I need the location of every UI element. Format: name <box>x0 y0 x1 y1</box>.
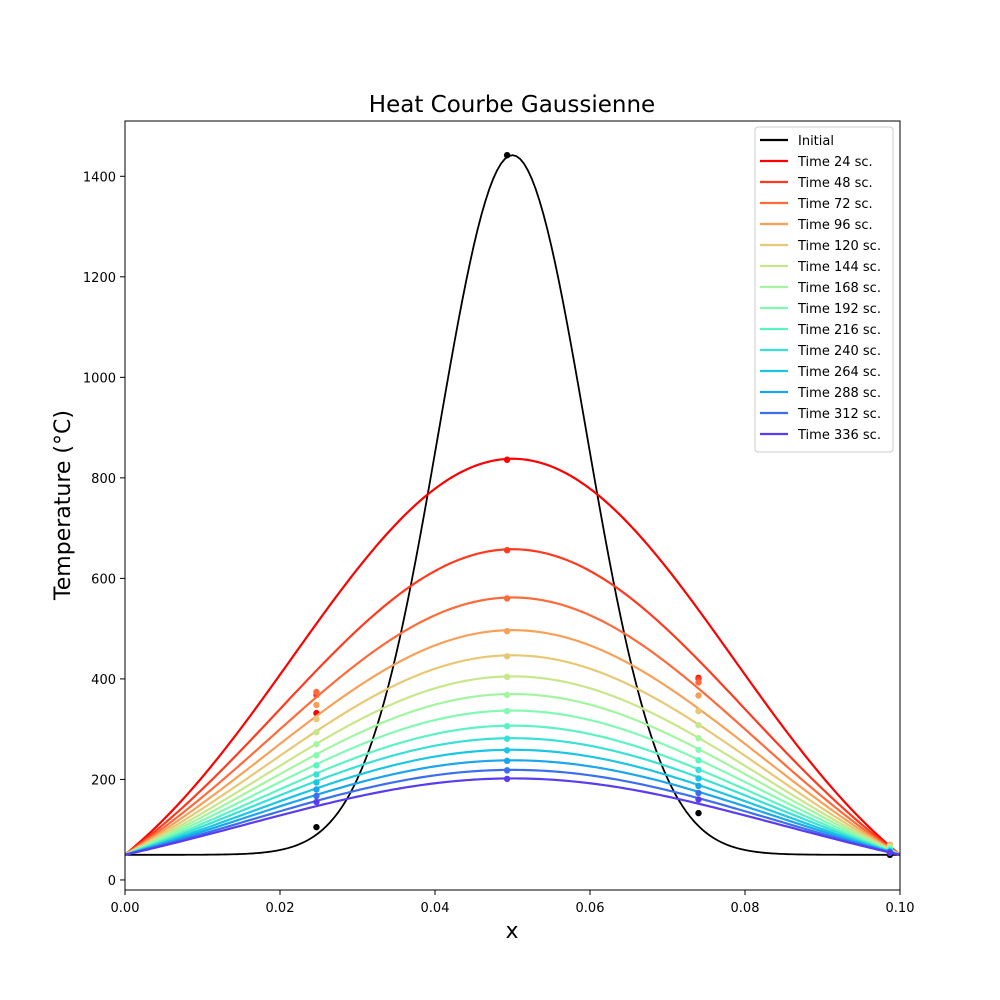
x-tick-label: 0.02 <box>266 901 295 916</box>
data-point <box>503 735 511 742</box>
y-tick-label: 0 <box>108 874 116 889</box>
data-point <box>503 627 511 635</box>
data-point <box>503 456 511 463</box>
axes: 0.00 0.02 0.04 0.06 0.08 0.10 0 200 400 600 800 100… <box>83 120 915 916</box>
data-point <box>313 762 320 769</box>
legend-label: Time 72 sc. <box>797 197 873 212</box>
y-tick-label: 800 <box>91 472 116 487</box>
x-axis-label: x <box>505 919 518 944</box>
series-line-5 <box>125 654 900 856</box>
data-point <box>313 779 320 786</box>
series-line-11 <box>125 748 900 856</box>
y-tick-label: 1400 <box>83 170 116 185</box>
y-tick-label: 200 <box>91 773 116 788</box>
x-tick-label: 0.08 <box>731 901 760 916</box>
legend-label: Time 120 sc. <box>797 239 881 254</box>
data-point <box>695 692 702 699</box>
series-line-9 <box>125 724 900 856</box>
series-line-8 <box>125 709 900 856</box>
data-point <box>503 757 511 765</box>
data-point <box>695 775 702 782</box>
data-point <box>695 721 702 729</box>
series-line-1 <box>125 457 900 856</box>
series-line-13 <box>125 768 900 856</box>
series-line-10 <box>125 737 900 856</box>
legend-label: Time 24 sc. <box>797 155 873 170</box>
legend-label: Time 240 sc. <box>797 344 881 359</box>
y-tick-label: 600 <box>91 572 116 587</box>
data-point <box>503 691 511 699</box>
axes-frame <box>124 120 901 891</box>
data-point <box>695 707 702 715</box>
y-tick-label: 400 <box>91 673 116 688</box>
series-line-4 <box>125 629 900 856</box>
data-point <box>313 798 320 806</box>
y-tick-label: 1000 <box>83 371 116 386</box>
data-point <box>313 741 320 748</box>
legend-label: Time 144 sc. <box>797 260 881 275</box>
data-point <box>313 701 320 709</box>
legend-label: Time 288 sc. <box>797 386 881 401</box>
data-point <box>313 771 320 778</box>
data-point <box>503 747 511 754</box>
data-point <box>503 151 511 159</box>
data-point <box>313 792 320 800</box>
data-point <box>313 823 320 831</box>
data-point <box>695 757 702 764</box>
x-tick-label: 0.04 <box>421 901 450 916</box>
data-point <box>313 715 320 723</box>
legend-label: Time 264 sc. <box>797 365 881 380</box>
legend-label: Initial <box>798 134 834 149</box>
data-point <box>695 735 702 742</box>
legend-box <box>754 126 894 453</box>
series-lines <box>125 151 900 859</box>
series-line-0 <box>125 154 900 856</box>
data-point <box>313 688 320 696</box>
data-point <box>886 849 894 857</box>
y-tick-label: 1200 <box>83 271 116 286</box>
legend-label: Time 96 sc. <box>797 218 873 233</box>
legend-label: Time 216 sc. <box>797 323 881 338</box>
series-line-2 <box>125 548 900 856</box>
x-tick-label: 0.10 <box>886 901 915 916</box>
data-point <box>503 653 511 660</box>
data-point <box>695 809 702 817</box>
legend: Initial Time 24 sc. Time 48 sc. Time 72 sc.… <box>754 126 894 453</box>
data-point <box>695 679 702 686</box>
legend-label: Time 168 sc. <box>797 281 881 296</box>
data-point <box>503 547 511 554</box>
data-point <box>313 728 320 736</box>
data-point <box>695 796 702 803</box>
series-line-12 <box>125 759 900 856</box>
data-point <box>503 767 511 774</box>
series-line-3 <box>125 596 900 856</box>
data-point <box>503 722 511 730</box>
data-point <box>313 752 320 759</box>
data-point <box>695 789 702 797</box>
legend-label: Time 48 sc. <box>797 176 873 191</box>
data-point <box>503 775 511 783</box>
legend-label: Time 192 sc. <box>797 302 881 317</box>
legend-label: Time 336 sc. <box>797 428 881 443</box>
chart-title: Heat Courbe Gaussienne <box>369 92 655 118</box>
series-line-7 <box>125 692 900 856</box>
data-point <box>503 707 511 715</box>
data-point <box>695 782 702 790</box>
data-point <box>695 746 702 753</box>
data-point <box>503 673 511 681</box>
x-tick-label: 0.00 <box>111 901 140 916</box>
x-tick-label: 0.06 <box>576 901 605 916</box>
data-point <box>695 766 702 774</box>
legend-label: Time 312 sc. <box>797 407 881 422</box>
series-line-6 <box>125 675 900 856</box>
data-point <box>313 786 320 793</box>
data-point <box>503 595 511 602</box>
y-axis-label: Temperature (°C) <box>51 410 76 601</box>
series-line-14 <box>125 777 900 856</box>
plot-area <box>125 151 900 859</box>
